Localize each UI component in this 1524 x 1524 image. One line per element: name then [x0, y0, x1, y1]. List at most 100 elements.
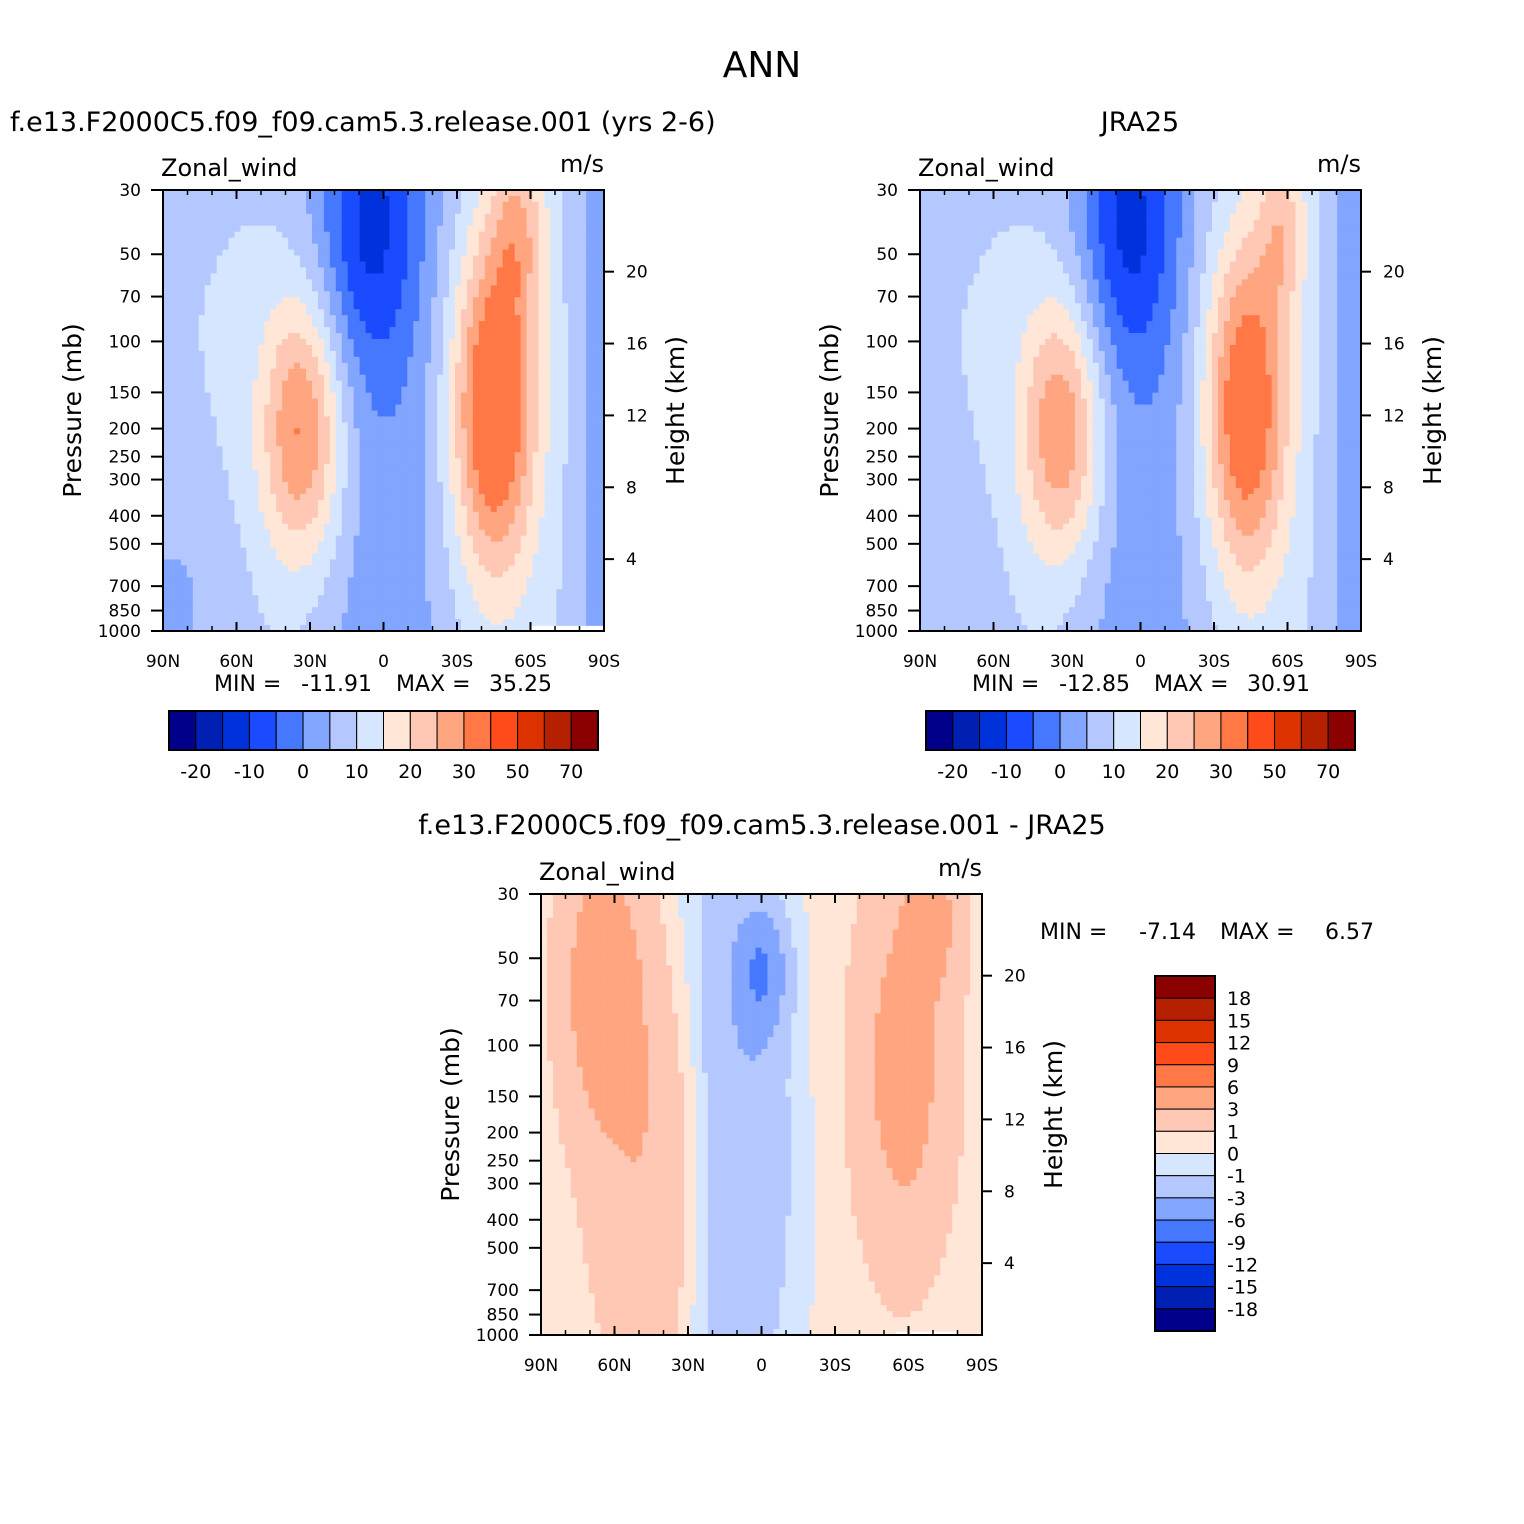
contour-cell: [377, 613, 385, 620]
contour-cell: [550, 577, 557, 584]
contour-cell: [407, 595, 414, 602]
contour-cell: [449, 440, 456, 447]
contour-cell: [306, 380, 313, 388]
contour-cell: [449, 338, 456, 346]
contour-cell: [276, 195, 283, 203]
contour-cell: [317, 619, 325, 626]
contour-cell: [490, 493, 498, 501]
contour-cell: [323, 380, 331, 388]
contour-cell: [425, 547, 432, 555]
contour-cell: [258, 458, 265, 465]
contour-cell: [460, 571, 468, 578]
contour-cell: [508, 422, 516, 429]
contour-cell: [353, 225, 361, 233]
contour-cell: [550, 476, 557, 483]
contour-cell: [514, 565, 522, 573]
contour-cell: [437, 434, 444, 441]
contour-cell: [282, 386, 289, 394]
contour-cell: [186, 398, 194, 406]
contour-cell: [228, 321, 236, 328]
contour-cell: [419, 285, 426, 292]
contour-cell: [413, 338, 420, 346]
contour-cell: [282, 577, 289, 584]
contour-cell: [359, 392, 367, 400]
contour-cell: [210, 571, 218, 578]
contour-cell: [437, 601, 444, 608]
contour-cell: [264, 190, 271, 197]
contour-cell: [204, 523, 212, 531]
contour-cell: [425, 380, 432, 388]
contour-cell: [282, 327, 289, 334]
contour-cell: [341, 255, 349, 263]
contour-cell: [270, 309, 277, 316]
contour-cell: [389, 368, 397, 376]
contour-cell: [466, 368, 474, 376]
contour-cell: [401, 285, 408, 292]
contour-cell: [163, 589, 170, 596]
contour-cell: [258, 338, 265, 346]
contour-cell: [186, 529, 194, 537]
contour-cell: [532, 344, 540, 352]
panel-title: f.e13.F2000C5.f09_f09.cam5.3.release.001…: [10, 107, 716, 138]
contour-cell: [276, 446, 283, 453]
contour-cell: [174, 267, 182, 275]
contour-cell: [359, 303, 367, 310]
contour-cell: [365, 458, 373, 465]
contour-cell: [359, 571, 367, 578]
contour-cell: [478, 464, 486, 471]
contour-cell: [520, 267, 528, 275]
contour-cell: [288, 350, 295, 358]
contour-cell: [508, 505, 516, 513]
contour-cell: [270, 619, 277, 626]
contour-cell: [317, 446, 325, 453]
contour-cell: [210, 315, 218, 322]
contour-cell: [496, 559, 504, 567]
contour-cell: [246, 344, 253, 352]
contour-cell: [514, 452, 522, 459]
contour-cell: [353, 553, 361, 561]
contour-cell: [204, 321, 212, 328]
contour-cell: [437, 583, 444, 590]
contour-cell: [437, 410, 444, 418]
contour-cell: [216, 243, 224, 251]
contour-cell: [311, 571, 319, 578]
contour-cell: [246, 505, 253, 513]
contour-cell: [163, 517, 170, 525]
contour-cell: [186, 338, 194, 346]
contour-cell: [508, 511, 516, 519]
contour-cell: [538, 553, 546, 561]
contour-cell: [204, 416, 212, 424]
contour-cell: [431, 243, 438, 251]
contour-cell: [490, 249, 498, 257]
contour-cell: [174, 613, 182, 620]
contour-cell: [472, 398, 480, 406]
contour-cell: [365, 362, 373, 370]
contour-cell: [538, 195, 546, 203]
contour-cell: [407, 279, 414, 286]
contour-cell: [258, 237, 265, 245]
contour-cell: [300, 511, 307, 519]
contour-cell: [556, 279, 563, 286]
contour-cell: [431, 398, 438, 406]
contour-cell: [526, 583, 534, 590]
contour-cell: [490, 428, 498, 435]
contour-cell: [562, 303, 569, 310]
contour-cell: [449, 476, 456, 483]
contour-cell: [377, 511, 385, 519]
contour-cell: [264, 350, 271, 358]
contour-cell: [401, 380, 408, 388]
contour-cell: [186, 482, 194, 489]
contour-cell: [353, 482, 361, 489]
contour-cell: [365, 565, 373, 573]
contour-cell: [365, 392, 373, 400]
contour-cell: [472, 416, 480, 424]
contour-cell: [407, 428, 414, 435]
contour-cell: [383, 374, 391, 382]
contour-cell: [210, 553, 218, 561]
contour-cell: [550, 559, 557, 567]
contour-cell: [496, 565, 504, 573]
contour-cell: [413, 577, 420, 584]
contour-cell: [371, 529, 379, 537]
contour-cell: [383, 321, 391, 328]
contour-cell: [216, 583, 224, 590]
